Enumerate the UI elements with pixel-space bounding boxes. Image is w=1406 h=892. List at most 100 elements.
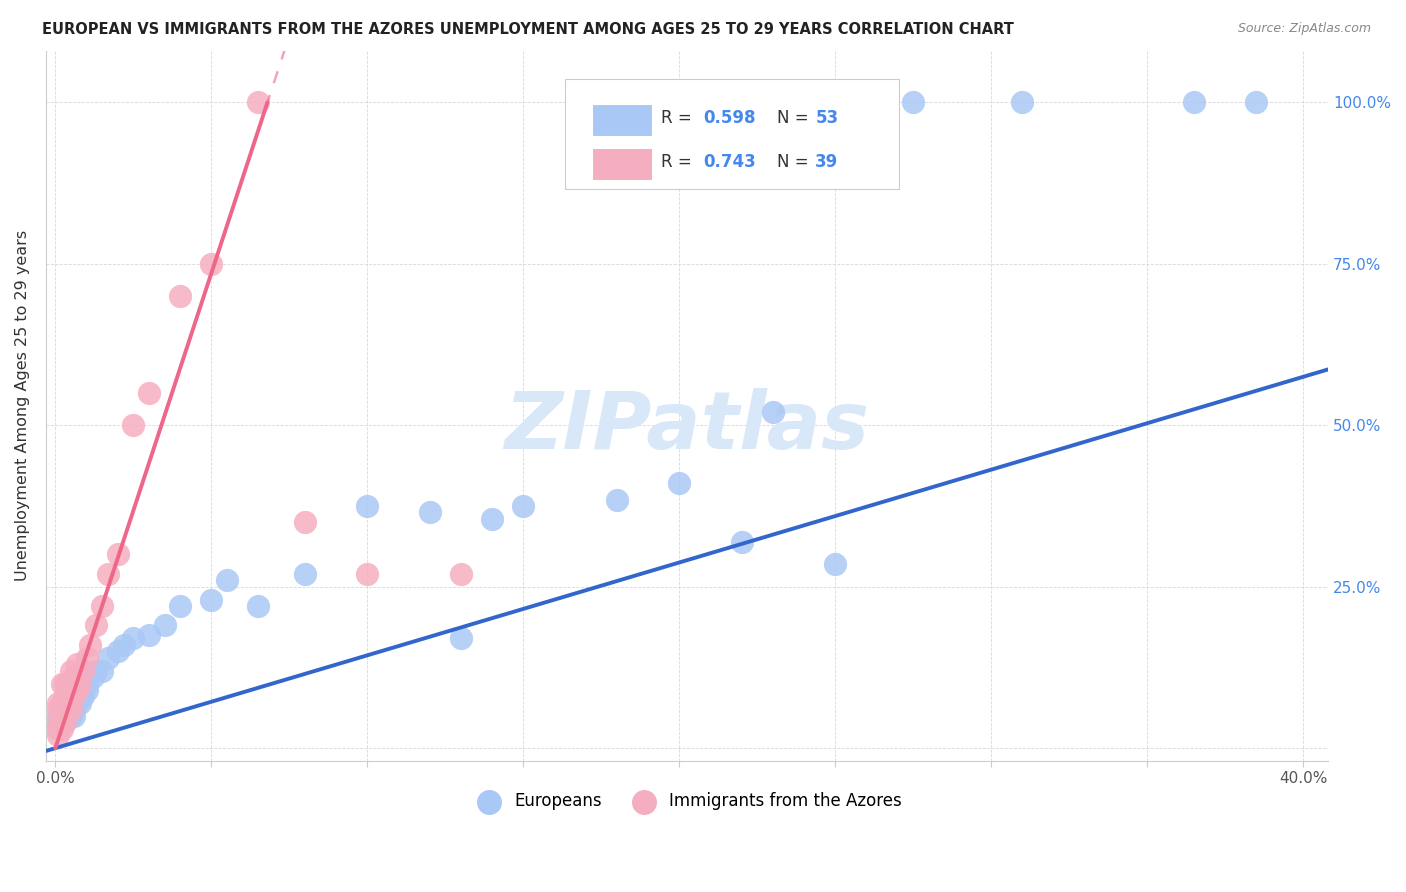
Point <box>76 676 98 690</box>
Point <box>53 690 76 704</box>
Point <box>51 702 73 716</box>
Point <box>59 664 82 678</box>
Point <box>51 676 73 690</box>
Text: ZIPatlas: ZIPatlas <box>505 388 869 467</box>
Text: R =: R = <box>661 110 697 128</box>
Point <box>56 696 79 710</box>
Point <box>53 676 76 690</box>
Point <box>606 492 628 507</box>
Point <box>48 718 70 732</box>
Point <box>138 628 160 642</box>
Point <box>450 632 472 646</box>
Point <box>903 95 925 110</box>
Point <box>59 709 82 723</box>
Point <box>247 95 270 110</box>
Point <box>450 566 472 581</box>
Text: Source: ZipAtlas.com: Source: ZipAtlas.com <box>1237 22 1371 36</box>
Point <box>53 715 76 730</box>
Point <box>247 599 270 613</box>
Text: 0.743: 0.743 <box>704 153 756 171</box>
Point <box>419 505 441 519</box>
Point <box>51 722 73 736</box>
Point <box>76 650 98 665</box>
Point <box>53 702 76 716</box>
Point <box>63 690 86 704</box>
Point <box>824 557 846 571</box>
Point <box>66 657 89 672</box>
Legend: Europeans, Immigrants from the Azores: Europeans, Immigrants from the Azores <box>465 785 908 817</box>
Point <box>56 702 79 716</box>
Point <box>356 499 378 513</box>
Point <box>59 696 82 710</box>
Point <box>56 702 79 716</box>
Point <box>56 676 79 690</box>
Point <box>72 683 94 698</box>
Point <box>48 696 70 710</box>
Point <box>59 702 82 716</box>
Point <box>122 632 145 646</box>
Point <box>76 683 98 698</box>
FancyBboxPatch shape <box>565 79 898 189</box>
Point <box>53 709 76 723</box>
Point <box>51 715 73 730</box>
Point <box>512 499 534 513</box>
Text: 39: 39 <box>815 153 838 171</box>
Point <box>82 670 104 684</box>
Text: EUROPEAN VS IMMIGRANTS FROM THE AZORES UNEMPLOYMENT AMONG AGES 25 TO 29 YEARS CO: EUROPEAN VS IMMIGRANTS FROM THE AZORES U… <box>42 22 1014 37</box>
Point <box>66 696 89 710</box>
Point <box>200 257 222 271</box>
Point <box>730 534 752 549</box>
Point <box>91 664 114 678</box>
Point <box>215 574 238 588</box>
Point <box>153 618 176 632</box>
Text: N =: N = <box>776 110 814 128</box>
Point <box>51 709 73 723</box>
Text: N =: N = <box>776 153 814 171</box>
Point <box>72 664 94 678</box>
Text: R =: R = <box>661 153 697 171</box>
Point <box>79 638 101 652</box>
Point <box>112 638 135 652</box>
Point <box>69 690 91 704</box>
Point <box>69 696 91 710</box>
Point <box>59 690 82 704</box>
Point <box>97 566 120 581</box>
Point <box>294 566 316 581</box>
Bar <box>593 105 651 135</box>
Point <box>48 702 70 716</box>
Point <box>200 592 222 607</box>
Point <box>294 515 316 529</box>
Point <box>107 644 129 658</box>
Point <box>122 418 145 433</box>
Point <box>63 696 86 710</box>
Point <box>72 690 94 704</box>
Point <box>91 599 114 613</box>
Point <box>48 722 70 736</box>
Text: 53: 53 <box>815 110 838 128</box>
Point <box>1182 95 1205 110</box>
Point <box>69 676 91 690</box>
Y-axis label: Unemployment Among Ages 25 to 29 years: Unemployment Among Ages 25 to 29 years <box>15 230 30 582</box>
Point <box>53 702 76 716</box>
Point <box>56 690 79 704</box>
Point <box>169 289 191 303</box>
Point <box>56 709 79 723</box>
Point <box>66 683 89 698</box>
Point <box>762 405 785 419</box>
Point <box>63 709 86 723</box>
Point <box>169 599 191 613</box>
Point <box>84 664 107 678</box>
Point <box>66 690 89 704</box>
Point <box>53 715 76 730</box>
Point <box>1011 95 1033 110</box>
Bar <box>593 149 651 178</box>
Point <box>668 476 690 491</box>
Point <box>97 650 120 665</box>
Point <box>48 715 70 730</box>
Point <box>63 670 86 684</box>
Point <box>48 709 70 723</box>
Text: 0.598: 0.598 <box>704 110 756 128</box>
Point <box>481 512 503 526</box>
Point <box>1246 95 1268 110</box>
Point <box>51 696 73 710</box>
